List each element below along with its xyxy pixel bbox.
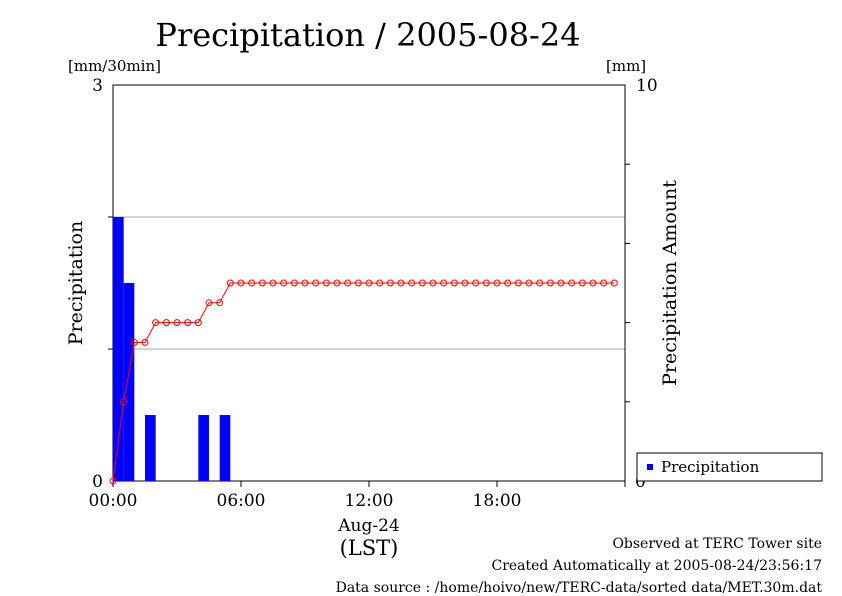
cumulative-point bbox=[162, 319, 170, 327]
cumulative-point bbox=[568, 279, 576, 287]
cumulative-point bbox=[600, 279, 608, 287]
cumulative-line bbox=[112, 282, 615, 482]
x-axis-timezone: (LST) bbox=[340, 536, 399, 560]
cumulative-point bbox=[152, 319, 160, 327]
precip-bar bbox=[219, 415, 231, 481]
cumulative-point bbox=[546, 279, 554, 287]
cumulative-point bbox=[322, 279, 330, 287]
left-tick-label-0: 0 bbox=[92, 472, 103, 492]
cumulative-point bbox=[557, 279, 565, 287]
right-tick-label-10: 10 bbox=[636, 76, 658, 96]
left-tick-label-3: 3 bbox=[92, 76, 103, 96]
cumulative-point bbox=[226, 279, 234, 287]
cumulative-point bbox=[344, 279, 352, 287]
footer-created: Created Automatically at 2005-08-24/23:5… bbox=[491, 558, 822, 574]
grid-lines bbox=[113, 216, 625, 350]
precip-bar bbox=[123, 283, 135, 481]
cumulative-point bbox=[493, 279, 501, 287]
cumulative-point bbox=[525, 279, 533, 287]
cumulative-point bbox=[120, 398, 128, 406]
cumulative-point bbox=[397, 279, 405, 287]
cumulative-point bbox=[578, 279, 586, 287]
right-axis-title: Precipitation Amount bbox=[659, 180, 681, 386]
cumulative-point bbox=[429, 279, 437, 287]
cumulative-point bbox=[205, 299, 213, 307]
cumulative-point bbox=[280, 279, 288, 287]
cumulative-point bbox=[173, 319, 181, 327]
footer-data-source: Data source : /home/hoivo/new/TERC-data/… bbox=[335, 580, 822, 596]
cumulative-point bbox=[258, 279, 266, 287]
x-axis-date: Aug-24 bbox=[337, 516, 399, 536]
cumulative-point bbox=[450, 279, 458, 287]
cumulative-point bbox=[365, 279, 373, 287]
cumulative-point bbox=[269, 279, 277, 287]
cumulative-point bbox=[184, 319, 192, 327]
cumulative-point bbox=[194, 319, 202, 327]
precip-bar bbox=[198, 415, 209, 481]
legend-label: Precipitation bbox=[661, 458, 760, 476]
right-tick-label-0: 0 bbox=[635, 472, 646, 492]
cumulative-point bbox=[237, 279, 245, 287]
x-tick-label-06: 06:00 bbox=[217, 491, 266, 511]
cumulative-point bbox=[440, 279, 448, 287]
x-tick-label-18: 18:00 bbox=[473, 491, 522, 511]
left-unit-label: [mm/30min] bbox=[68, 57, 161, 75]
cumulative-point bbox=[514, 279, 522, 287]
cumulative-point bbox=[301, 279, 309, 287]
precip-bar bbox=[113, 217, 124, 481]
cumulative-point bbox=[461, 279, 469, 287]
cumulative-point bbox=[248, 279, 256, 287]
cumulative-point bbox=[408, 279, 416, 287]
x-tick-label-12: 12:00 bbox=[345, 491, 394, 511]
right-unit-label: [mm] bbox=[606, 57, 646, 75]
cumulative-point bbox=[354, 279, 362, 287]
cumulative-point bbox=[482, 279, 490, 287]
cumulative-point bbox=[333, 279, 341, 287]
cumulative-point bbox=[386, 279, 394, 287]
chart-title: Precipitation / 2005-08-24 bbox=[155, 16, 580, 54]
x-tick-label-00: 00:00 bbox=[89, 491, 138, 511]
cumulative-point bbox=[376, 279, 384, 287]
legend-swatch bbox=[647, 464, 653, 470]
cumulative-point bbox=[610, 279, 618, 287]
axis-ticks bbox=[108, 163, 630, 487]
left-axis-title: Precipitation bbox=[65, 221, 87, 345]
cumulative-point bbox=[290, 279, 298, 287]
bar-series bbox=[113, 217, 231, 481]
cumulative-point bbox=[130, 338, 138, 346]
cumulative-point bbox=[312, 279, 320, 287]
cumulative-point bbox=[109, 477, 117, 485]
legend: Precipitation bbox=[636, 452, 823, 482]
cumulative-point bbox=[216, 299, 224, 307]
cumulative-point bbox=[504, 279, 512, 287]
cumulative-point bbox=[536, 279, 544, 287]
cumulative-point bbox=[141, 338, 149, 346]
footer-observed: Observed at TERC Tower site bbox=[612, 536, 822, 552]
cumulative-point bbox=[589, 279, 597, 287]
cumulative-point bbox=[418, 279, 426, 287]
cumulative-point bbox=[472, 279, 480, 287]
precip-bar bbox=[145, 415, 156, 481]
cumulative-line-series bbox=[109, 279, 618, 485]
